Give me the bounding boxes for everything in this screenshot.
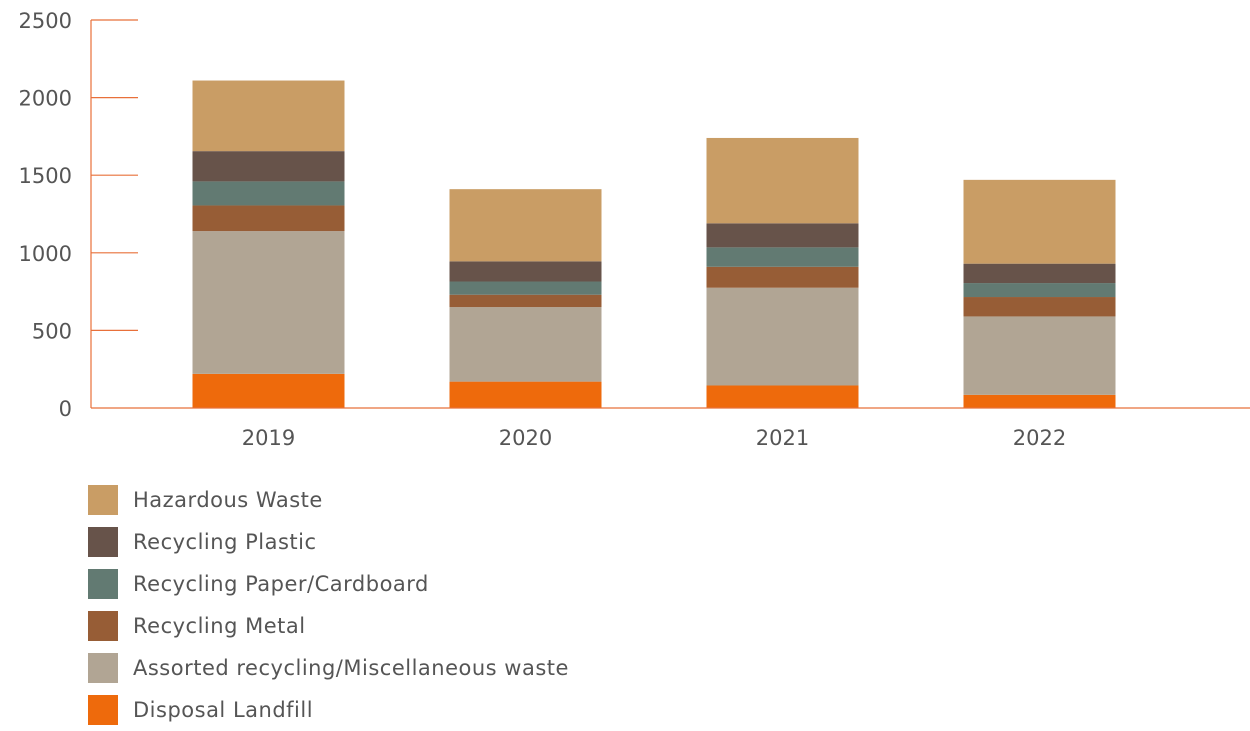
bar-segment — [449, 261, 602, 282]
bar-segment — [963, 394, 1116, 408]
bar-segment — [192, 181, 345, 206]
x-category-label: 2020 — [499, 426, 552, 450]
legend-label: Recycling Paper/Cardboard — [133, 572, 429, 596]
legend-item: Recycling Paper/Cardboard — [88, 563, 569, 605]
legend-label: Recycling Metal — [133, 614, 306, 638]
bar-segment — [192, 231, 345, 374]
bar-segment — [706, 287, 859, 386]
legend-swatch — [88, 653, 118, 683]
legend-swatch — [88, 569, 118, 599]
legend-item: Assorted recycling/Miscellaneous waste — [88, 647, 569, 689]
bar-segment — [963, 179, 1116, 264]
legend-item: Disposal Landfill — [88, 689, 569, 731]
bar-segment — [449, 307, 602, 382]
legend-item: Recycling Metal — [88, 605, 569, 647]
bar-segment — [706, 137, 859, 224]
bar-segment — [963, 316, 1116, 395]
bar-segment — [192, 205, 345, 232]
x-category-label: 2022 — [1013, 426, 1066, 450]
y-tick-label: 1500 — [19, 164, 72, 188]
bar-segment — [449, 381, 602, 408]
legend-label: Disposal Landfill — [133, 698, 314, 722]
bar-segment — [963, 297, 1116, 317]
bar-segment — [449, 189, 602, 262]
legend-swatch — [88, 527, 118, 557]
stacked-bar-chart: 0 500 1000 1500 2000 2500 2019 2020 2021 2022 — [19, 9, 1250, 450]
y-tick-label: 2500 — [19, 9, 72, 33]
bar-segment — [963, 263, 1116, 284]
legend-label: Recycling Plastic — [133, 530, 317, 554]
bar-segment — [706, 385, 859, 408]
legend-item: Recycling Plastic — [88, 521, 569, 563]
y-tick-label: 500 — [32, 319, 72, 343]
bar-segment — [192, 80, 345, 152]
bar-segment — [706, 223, 859, 248]
y-tick-label: 0 — [59, 397, 72, 421]
y-tick-label: 1000 — [19, 242, 72, 266]
bar-segment — [449, 281, 602, 295]
chart-legend: Hazardous Waste Recycling Plastic Recyclin… — [88, 479, 569, 731]
bar-segment — [192, 151, 345, 182]
x-category-label: 2021 — [756, 426, 809, 450]
legend-item: Hazardous Waste — [88, 479, 569, 521]
legend-swatch — [88, 611, 118, 641]
legend-label: Assorted recycling/Miscellaneous waste — [133, 656, 569, 680]
bar-segment — [449, 294, 602, 308]
legend-swatch — [88, 695, 118, 725]
legend-label: Hazardous Waste — [133, 488, 323, 512]
legend-swatch — [88, 485, 118, 515]
x-category-label: 2019 — [242, 426, 295, 450]
bar-segment — [192, 373, 345, 408]
y-tick-label: 2000 — [19, 87, 72, 111]
bar-segment — [706, 266, 859, 288]
bar-segment — [963, 283, 1116, 298]
bar-segment — [706, 247, 859, 267]
